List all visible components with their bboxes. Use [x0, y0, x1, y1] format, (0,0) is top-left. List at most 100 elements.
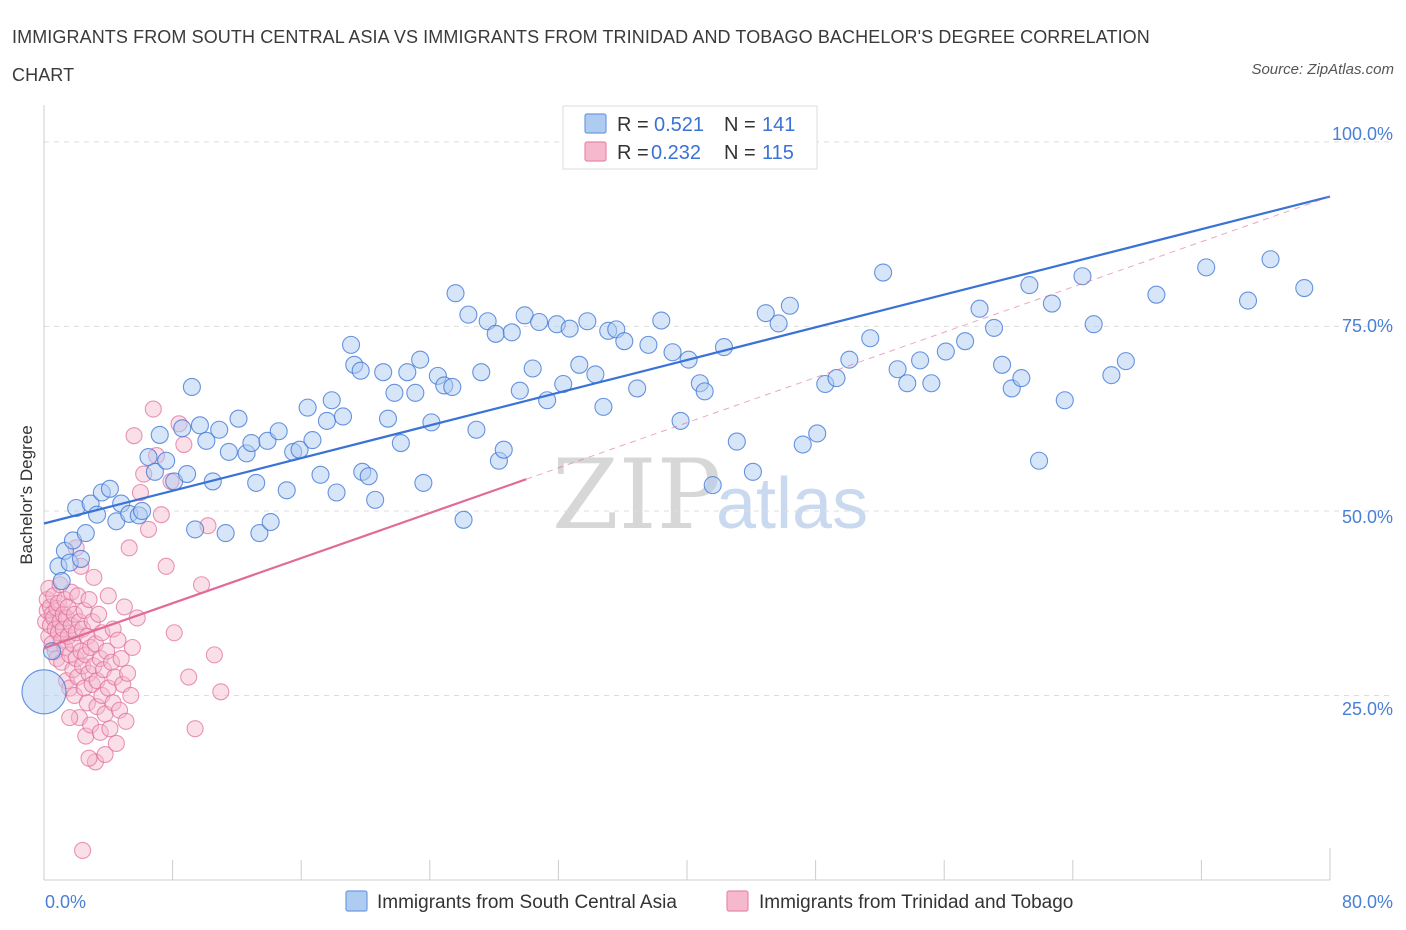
point-south-central-asia	[530, 312, 549, 332]
bottom-legend-label-blue: Immigrants from South Central Asia	[377, 892, 677, 913]
point-south-central-asia	[182, 377, 201, 397]
point-south-central-asia	[703, 476, 722, 495]
point-south-central-asia	[414, 473, 433, 492]
correlation-legend: R = 0.521 N = 141 R = 0.232 N = 115	[562, 105, 818, 170]
point-south-central-asia	[374, 363, 393, 382]
point-trinidad-tobago	[125, 427, 143, 445]
point-south-central-asia	[523, 359, 542, 378]
point-south-central-asia	[242, 433, 261, 453]
legend-n-label: N =	[724, 114, 756, 136]
point-south-central-asia	[459, 305, 478, 324]
point-south-central-asia	[1102, 366, 1121, 385]
point-south-central-asia	[1147, 285, 1166, 304]
point-south-central-asia	[827, 369, 846, 388]
point-south-central-asia	[71, 549, 91, 568]
point-south-central-asia	[298, 398, 317, 417]
point-trinidad-tobago	[165, 624, 183, 642]
point-trinidad-tobago	[212, 683, 230, 701]
point-south-central-asia	[385, 383, 404, 402]
point-trinidad-tobago	[123, 638, 141, 657]
point-trinidad-tobago	[131, 483, 149, 502]
point-south-central-asia	[247, 473, 266, 492]
point-south-central-asia	[229, 409, 248, 428]
point-south-central-asia	[780, 296, 799, 315]
point-south-central-asia	[560, 319, 579, 338]
point-trinidad-tobago	[69, 587, 87, 605]
point-south-central-asia	[984, 318, 1004, 337]
point-south-central-asia	[793, 435, 812, 454]
point-south-central-asia	[250, 524, 269, 543]
series-south-central-asia	[21, 250, 1314, 715]
point-trinidad-tobago	[144, 400, 162, 418]
point-trinidad-tobago	[91, 723, 109, 741]
point-trinidad-tobago	[80, 749, 98, 767]
point-south-central-asia	[743, 462, 762, 481]
point-south-central-asia	[1020, 276, 1039, 295]
point-south-central-asia	[317, 411, 336, 430]
point-trinidad-tobago	[157, 557, 175, 575]
point-south-central-asia	[502, 323, 521, 342]
point-trinidad-tobago	[186, 720, 204, 738]
point-south-central-asia	[578, 312, 597, 331]
point-south-central-asia	[510, 381, 529, 400]
point-south-central-asia	[727, 432, 746, 451]
point-south-central-asia	[411, 350, 430, 369]
legend-r-value: 0.521	[654, 114, 704, 136]
axes	[43, 105, 1331, 881]
point-south-central-asia	[391, 433, 410, 453]
point-south-central-asia	[1073, 267, 1092, 286]
point-trinidad-tobago	[152, 506, 170, 524]
point-south-central-asia	[911, 351, 930, 370]
bottom-legend-label-pink: Immigrants from Trinidad and Tobago	[759, 892, 1073, 913]
point-trinidad-tobago	[98, 642, 116, 660]
point-south-central-asia	[898, 374, 917, 393]
trend-line-south-central-asia	[43, 195, 1331, 525]
legend-n-label: N =	[724, 142, 756, 164]
point-south-central-asia	[100, 479, 119, 498]
point-south-central-asia	[936, 342, 955, 361]
point-south-central-asia	[303, 431, 322, 450]
point-trinidad-tobago	[101, 720, 119, 738]
point-south-central-asia	[594, 397, 613, 416]
point-south-central-asia	[186, 520, 205, 539]
watermark-atlas: atlas	[716, 464, 868, 544]
point-south-central-asia	[311, 465, 330, 484]
point-trinidad-tobago	[139, 520, 158, 538]
point-trinidad-tobago	[85, 568, 103, 586]
point-south-central-asia	[359, 467, 378, 486]
point-south-central-asia	[269, 422, 288, 441]
watermark: ZIP atlas	[552, 439, 868, 551]
legend-r-label: R =	[617, 142, 649, 164]
point-south-central-asia	[406, 383, 425, 402]
y-tick-label: 100.0%	[1332, 124, 1393, 144]
point-south-central-asia	[467, 420, 486, 439]
point-south-central-asia	[1116, 352, 1135, 371]
point-south-central-asia	[922, 374, 941, 393]
point-trinidad-tobago	[115, 598, 133, 616]
point-south-central-asia	[756, 304, 775, 323]
point-south-central-asia	[695, 382, 714, 401]
point-south-central-asia	[76, 524, 95, 543]
point-south-central-asia	[671, 411, 690, 430]
point-trinidad-tobago	[120, 539, 138, 557]
point-south-central-asia	[333, 407, 353, 426]
point-south-central-asia	[1012, 369, 1031, 388]
point-south-central-asia	[628, 379, 647, 398]
source-label: Source: ZipAtlas.com	[1251, 61, 1394, 78]
x-tick-label-max: 80.0%	[1342, 892, 1393, 912]
point-south-central-asia	[52, 572, 71, 591]
point-south-central-asia	[446, 284, 465, 303]
point-south-central-asia	[1029, 451, 1049, 470]
point-south-central-asia	[861, 329, 880, 348]
point-south-central-asia	[1055, 391, 1074, 410]
point-trinidad-tobago	[109, 631, 127, 649]
legend-n-value: 115	[762, 142, 794, 164]
point-trinidad-tobago	[180, 668, 198, 686]
point-south-central-asia	[956, 332, 975, 351]
point-south-central-asia	[769, 314, 788, 333]
point-trinidad-tobago	[205, 646, 223, 664]
trend-lines	[43, 195, 1331, 650]
trend-line-trinidad-tobago	[43, 478, 527, 650]
point-south-central-asia	[993, 355, 1012, 374]
point-trinidad-tobago	[74, 841, 92, 860]
